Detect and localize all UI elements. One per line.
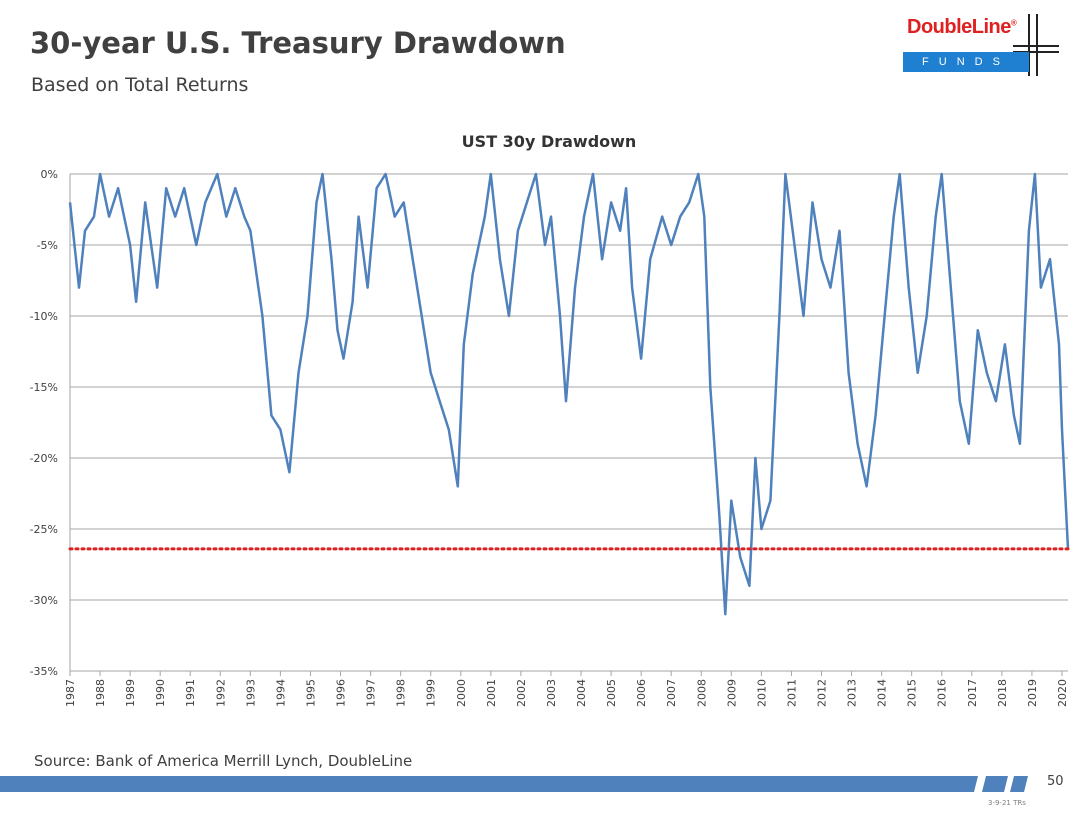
y-tick-label: -20% bbox=[30, 452, 58, 465]
x-tick-label: 2018 bbox=[996, 679, 1009, 707]
y-tick-label: -15% bbox=[30, 381, 58, 394]
x-tick-label: 1998 bbox=[395, 679, 408, 707]
y-tick-label: -10% bbox=[30, 310, 58, 323]
x-tick-label: 2000 bbox=[455, 679, 468, 707]
chart-title: UST 30y Drawdown bbox=[462, 132, 637, 151]
date-stamp: 3-9-21 TRs bbox=[988, 799, 1026, 807]
x-tick-label: 2008 bbox=[695, 679, 708, 707]
y-tick-label: -5% bbox=[37, 239, 58, 252]
logo-tag: FUNDS bbox=[903, 52, 1029, 72]
x-tick-label: 2006 bbox=[635, 679, 648, 707]
y-tick-label: 0% bbox=[41, 168, 58, 181]
x-tick-label: 2010 bbox=[755, 679, 768, 707]
x-tick-label: 1989 bbox=[124, 679, 137, 707]
x-tick-label: 2019 bbox=[1026, 679, 1039, 707]
x-tick-label: 1990 bbox=[154, 679, 167, 707]
x-tick-label: 2003 bbox=[545, 679, 558, 707]
x-tick-label: 1997 bbox=[365, 679, 378, 707]
logo-name: DoubleLine® bbox=[907, 16, 1017, 39]
x-tick-label: 2012 bbox=[816, 679, 829, 707]
x-tick-label: 2016 bbox=[936, 679, 949, 707]
slide-subtitle: Based on Total Returns bbox=[31, 74, 249, 96]
x-tick-label: 1996 bbox=[335, 679, 348, 707]
page-number: 50 bbox=[1047, 774, 1064, 789]
x-tick-label: 2005 bbox=[605, 679, 618, 707]
x-tick-label: 2001 bbox=[485, 679, 498, 707]
x-tick-label: 2020 bbox=[1056, 679, 1069, 707]
x-tick-label: 2002 bbox=[515, 679, 528, 707]
x-tick-label: 1995 bbox=[304, 679, 317, 707]
x-tick-label: 2011 bbox=[785, 679, 798, 707]
y-tick-label: -35% bbox=[30, 665, 58, 678]
x-tick-label: 2004 bbox=[575, 679, 588, 707]
x-tick-label: 2015 bbox=[906, 679, 919, 707]
footer-bar bbox=[0, 776, 1028, 792]
logo: DoubleLine® FUNDS bbox=[903, 14, 1059, 76]
logo-mark: ® bbox=[1010, 18, 1017, 28]
x-tick-label: 1988 bbox=[94, 679, 107, 707]
source-note: Source: Bank of America Merrill Lynch, D… bbox=[34, 752, 413, 770]
x-tick-label: 2007 bbox=[665, 679, 678, 707]
x-tick-label: 1999 bbox=[425, 679, 438, 707]
x-tick-label: 2013 bbox=[846, 679, 859, 707]
x-tick-label: 1991 bbox=[184, 679, 197, 707]
slide-title: 30-year U.S. Treasury Drawdown bbox=[30, 26, 566, 60]
y-tick-label: -25% bbox=[30, 523, 58, 536]
x-tick-label: 2017 bbox=[966, 679, 979, 707]
y-tick-label: -30% bbox=[30, 594, 58, 607]
x-tick-label: 1987 bbox=[64, 679, 77, 707]
x-tick-label: 2014 bbox=[876, 679, 889, 707]
x-tick-label: 1993 bbox=[244, 679, 257, 707]
x-tick-label: 1992 bbox=[214, 679, 227, 707]
drawdown-line bbox=[68, 172, 1070, 616]
x-tick-label: 1994 bbox=[274, 679, 287, 707]
chart: UST 30y Drawdown 0% -5% -10% -15% -20% -25% -30… bbox=[30, 132, 1070, 707]
logo-word: DoubleLine bbox=[907, 16, 1011, 38]
x-tick-label: 2009 bbox=[725, 679, 738, 707]
